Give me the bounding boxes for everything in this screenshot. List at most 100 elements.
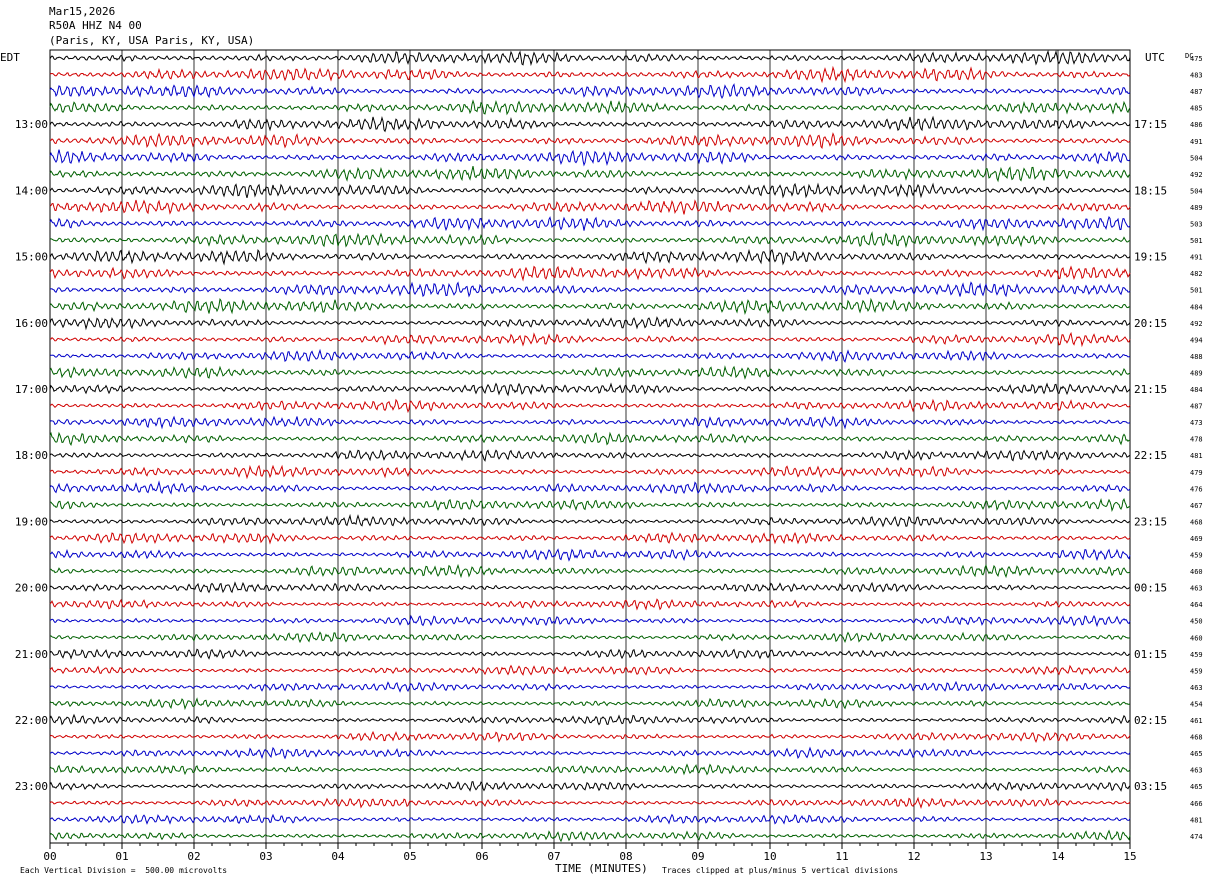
seismic-trace	[49, 297, 1131, 315]
seismic-trace	[49, 49, 1131, 67]
dc-value-label: 491	[1190, 138, 1203, 146]
dc-value-label: 479	[1190, 469, 1203, 477]
seismic-trace	[49, 199, 1131, 215]
dc-value-label: 463	[1190, 585, 1203, 593]
x-tick-label: 13	[979, 850, 992, 863]
dc-value-label: 503	[1190, 221, 1203, 229]
seismic-trace	[49, 614, 1131, 628]
utc-hour-label: 00:15	[1134, 582, 1167, 595]
seismic-trace	[49, 265, 1131, 282]
seismic-trace	[49, 796, 1131, 810]
seismic-trace	[49, 480, 1131, 495]
x-tick-label: 01	[115, 850, 128, 863]
seismic-trace	[49, 813, 1131, 825]
dc-value-label: 489	[1190, 204, 1203, 212]
dc-value-label: 487	[1190, 403, 1203, 411]
dc-value-label: 461	[1190, 717, 1203, 725]
seismic-trace	[49, 165, 1131, 183]
dc-value-label: 463	[1190, 684, 1203, 692]
x-tick-label: 03	[259, 850, 272, 863]
seismic-trace	[49, 431, 1131, 447]
seismic-trace	[49, 664, 1131, 676]
seismic-trace	[49, 730, 1131, 744]
station-label: R50A HHZ N4 00	[49, 19, 142, 32]
seismic-trace	[49, 65, 1131, 84]
x-tick-label: 00	[43, 850, 56, 863]
dc-value-label: 468	[1190, 518, 1203, 526]
edt-hour-label: 16:00	[15, 317, 48, 330]
vertical-division-note: Each Vertical Division = 500.00 microvol…	[20, 866, 228, 875]
edt-hour-label: 20:00	[15, 582, 48, 595]
seismic-trace	[49, 713, 1131, 726]
utc-hour-label: 21:15	[1134, 383, 1167, 396]
x-tick-label: 04	[331, 850, 345, 863]
date-label: Mar15,2026	[49, 5, 116, 18]
dc-value-label: 474	[1190, 833, 1203, 841]
seismic-trace	[49, 415, 1131, 430]
seismic-trace	[49, 132, 1131, 149]
dc-value-label: 469	[1190, 535, 1203, 543]
x-tick-label: 15	[1123, 850, 1136, 863]
edt-hour-label: 14:00	[15, 184, 48, 197]
dc-value-label: 485	[1190, 105, 1203, 113]
dc-value-label: 487	[1190, 88, 1203, 96]
seismic-trace	[49, 781, 1131, 792]
dc-value-label: 504	[1190, 187, 1203, 195]
seismic-trace	[49, 316, 1131, 331]
utc-hour-label: 01:15	[1134, 648, 1167, 661]
seismic-trace	[49, 697, 1131, 711]
utc-hour-label: 03:15	[1134, 780, 1167, 793]
dc-value-label: 459	[1190, 552, 1203, 560]
edt-hour-label: 22:00	[15, 714, 48, 727]
dc-value-label: 459	[1190, 651, 1203, 659]
location-label: (Paris, KY, USA Paris, KY, USA)	[49, 34, 255, 47]
utc-hour-label: 18:15	[1134, 184, 1167, 197]
dc-value-label: 491	[1190, 254, 1203, 262]
x-tick-label: 12	[907, 850, 920, 863]
utc-hour-label: 17:15	[1134, 118, 1167, 131]
seismic-trace	[49, 746, 1131, 760]
edt-hour-label: 15:00	[15, 251, 48, 264]
dc-value-label: 466	[1190, 800, 1203, 808]
seismic-trace	[49, 631, 1131, 644]
dc-value-label: 501	[1190, 287, 1203, 295]
dc-value-label: 481	[1190, 816, 1203, 824]
seismic-trace	[49, 99, 1131, 116]
seismic-trace	[49, 563, 1131, 579]
edt-hour-label: 13:00	[15, 118, 48, 131]
dc-value-label: 459	[1190, 667, 1203, 675]
seismic-trace	[49, 829, 1131, 843]
dc-value-label: 473	[1190, 419, 1203, 427]
dc-value-label: 492	[1190, 171, 1203, 179]
dc-value-label: 464	[1190, 601, 1203, 609]
dc-value-label: 501	[1190, 237, 1203, 245]
dc-value-label: 482	[1190, 270, 1203, 278]
utc-axis-label: UTC	[1145, 51, 1165, 64]
seismic-trace	[49, 449, 1131, 462]
seismic-trace	[49, 763, 1131, 776]
edt-hour-label: 18:00	[15, 449, 48, 462]
utc-hour-label: 20:15	[1134, 317, 1167, 330]
seismic-trace	[49, 348, 1131, 363]
dc-value-label: 489	[1190, 369, 1203, 377]
seismic-trace	[49, 281, 1131, 298]
x-tick-label: 06	[475, 850, 488, 863]
seismic-trace	[49, 598, 1131, 611]
seismic-trace	[49, 248, 1131, 266]
utc-hour-label: 22:15	[1134, 449, 1167, 462]
seismic-trace	[49, 531, 1131, 545]
dc-value-label: 488	[1190, 353, 1203, 361]
edt-axis-label: EDT	[0, 51, 20, 64]
dc-value-label: 475	[1190, 55, 1203, 63]
seismic-trace	[49, 331, 1131, 348]
edt-hour-label: 19:00	[15, 515, 48, 528]
utc-hour-label: 02:15	[1134, 714, 1167, 727]
dc-value-label: 465	[1190, 783, 1203, 791]
dc-value-label: 484	[1190, 386, 1203, 394]
seismic-trace	[49, 149, 1131, 167]
dc-value-label: 467	[1190, 502, 1203, 510]
utc-hour-label: 19:15	[1134, 251, 1167, 264]
seismic-trace	[49, 680, 1131, 693]
x-tick-label: 07	[547, 850, 560, 863]
